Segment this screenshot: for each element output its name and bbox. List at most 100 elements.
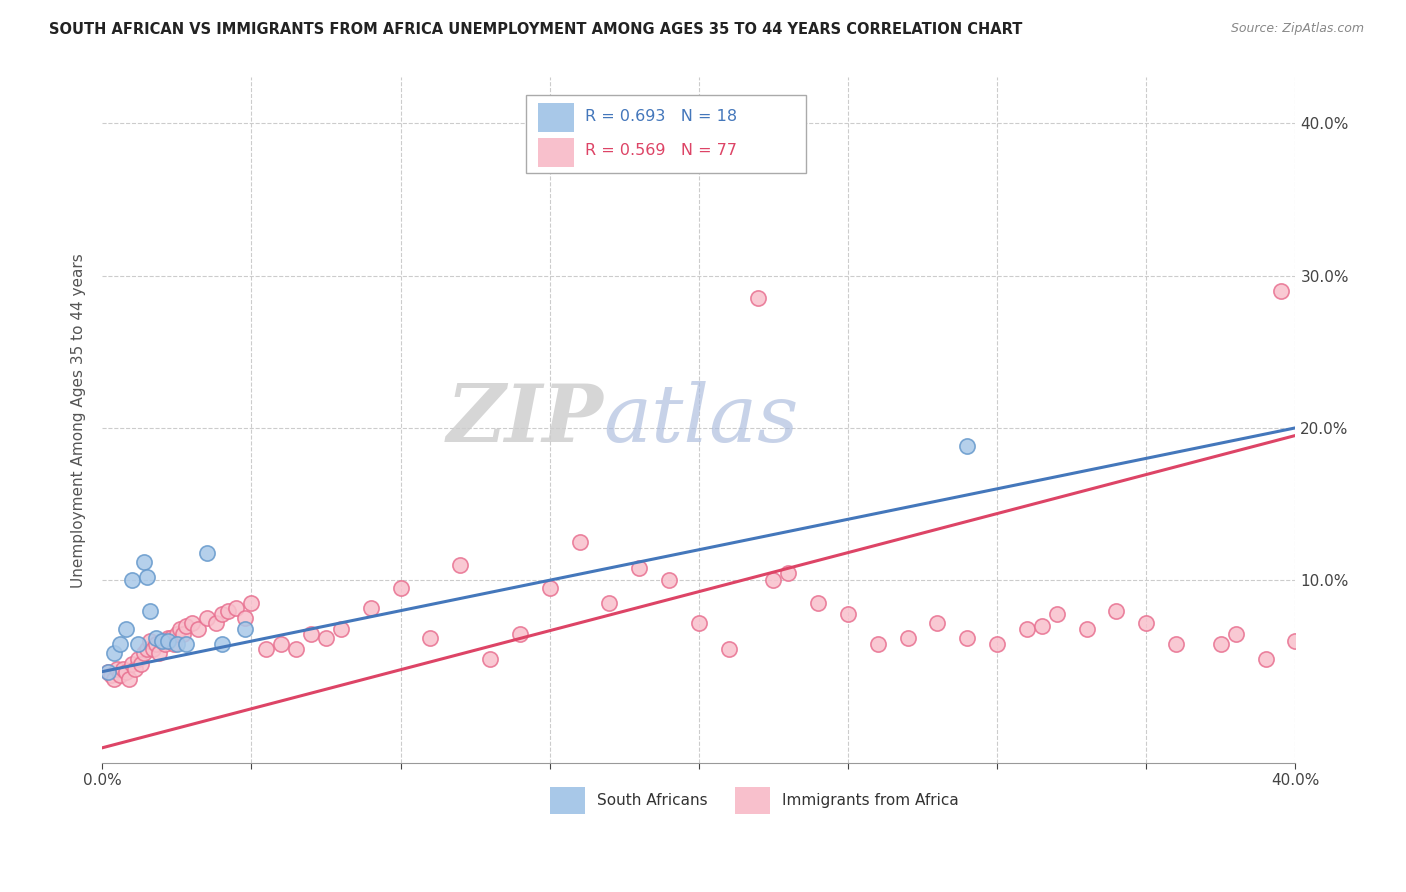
Point	[299, 626, 322, 640]
Point	[150, 634, 173, 648]
Point	[1135, 615, 1157, 630]
Text: Source: ZipAtlas.com: Source: ZipAtlas.com	[1230, 22, 1364, 36]
Point	[1166, 637, 1188, 651]
Point	[1254, 652, 1277, 666]
Point	[254, 641, 277, 656]
Point	[204, 615, 226, 630]
Point	[108, 667, 131, 681]
Point	[1015, 622, 1038, 636]
Point	[778, 566, 800, 580]
Point	[112, 662, 135, 676]
Point	[762, 573, 785, 587]
Point	[807, 596, 830, 610]
Point	[658, 573, 681, 587]
Point	[449, 558, 471, 572]
Point	[315, 631, 337, 645]
Point	[127, 652, 149, 666]
Point	[866, 637, 889, 651]
Point	[156, 634, 179, 648]
Point	[180, 615, 202, 630]
Point	[121, 573, 143, 587]
Point	[174, 619, 197, 633]
Point	[145, 631, 167, 645]
Point	[195, 546, 218, 560]
Bar	[537, 103, 574, 132]
Point	[132, 555, 155, 569]
Point	[479, 652, 502, 666]
Point	[1031, 619, 1053, 633]
Point	[211, 607, 233, 621]
Point	[153, 637, 176, 651]
FancyBboxPatch shape	[526, 95, 806, 173]
Point	[103, 672, 125, 686]
Point	[956, 439, 979, 453]
Point	[97, 665, 120, 679]
Point	[159, 631, 181, 645]
Bar	[734, 787, 770, 814]
Point	[105, 662, 128, 676]
Point	[211, 637, 233, 651]
Point	[329, 622, 352, 636]
Point	[115, 622, 138, 636]
Point	[568, 535, 591, 549]
Point	[688, 615, 710, 630]
Point	[136, 570, 159, 584]
Point	[139, 634, 162, 648]
Point	[174, 637, 197, 651]
Text: R = 0.569   N = 77: R = 0.569 N = 77	[585, 144, 738, 158]
Point	[97, 665, 120, 679]
Point	[108, 637, 131, 651]
Point	[897, 631, 920, 645]
Text: atlas: atlas	[603, 382, 799, 459]
Point	[1105, 604, 1128, 618]
Point	[360, 600, 382, 615]
Point	[1046, 607, 1069, 621]
Point	[169, 622, 191, 636]
Point	[235, 622, 257, 636]
Point	[538, 581, 561, 595]
Point	[217, 604, 239, 618]
Point	[1284, 634, 1306, 648]
Point	[717, 641, 740, 656]
Point	[195, 611, 218, 625]
Point	[927, 615, 949, 630]
Point	[509, 626, 531, 640]
Point	[389, 581, 412, 595]
Point	[956, 631, 979, 645]
Point	[1270, 284, 1292, 298]
Point	[121, 657, 143, 671]
Point	[156, 631, 179, 645]
Point	[285, 641, 308, 656]
Point	[235, 611, 257, 625]
Point	[139, 604, 162, 618]
Point	[136, 641, 159, 656]
Point	[163, 637, 186, 651]
Text: ZIP: ZIP	[447, 382, 603, 459]
Point	[419, 631, 441, 645]
Point	[187, 622, 209, 636]
Point	[172, 626, 194, 640]
Point	[837, 607, 859, 621]
Point	[118, 672, 141, 686]
Point	[225, 600, 247, 615]
Text: SOUTH AFRICAN VS IMMIGRANTS FROM AFRICA UNEMPLOYMENT AMONG AGES 35 TO 44 YEARS C: SOUTH AFRICAN VS IMMIGRANTS FROM AFRICA …	[49, 22, 1022, 37]
Point	[145, 637, 167, 651]
Point	[127, 637, 149, 651]
Point	[129, 657, 152, 671]
Point	[103, 646, 125, 660]
Y-axis label: Unemployment Among Ages 35 to 44 years: Unemployment Among Ages 35 to 44 years	[72, 252, 86, 588]
Point	[132, 646, 155, 660]
Point	[628, 561, 651, 575]
Text: R = 0.693   N = 18: R = 0.693 N = 18	[585, 109, 738, 124]
Point	[100, 667, 122, 681]
Point	[747, 291, 769, 305]
Point	[1076, 622, 1098, 636]
Point	[166, 637, 188, 651]
Text: Immigrants from Africa: Immigrants from Africa	[782, 793, 959, 808]
Point	[1209, 637, 1232, 651]
Point	[142, 641, 165, 656]
Point	[166, 626, 188, 640]
Bar	[537, 137, 574, 167]
Point	[115, 665, 138, 679]
Point	[150, 634, 173, 648]
